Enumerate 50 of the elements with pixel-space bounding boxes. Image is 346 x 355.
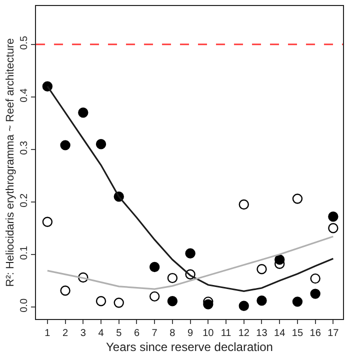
line-series xyxy=(46,236,334,290)
x-tick-label: 9 xyxy=(188,328,194,340)
point xyxy=(256,296,267,306)
x-tick-label: 2 xyxy=(62,328,69,340)
x-tick-label: 11 xyxy=(220,328,232,340)
y-tick-label: 0.4 xyxy=(18,88,30,102)
point xyxy=(42,216,53,227)
point xyxy=(96,139,106,150)
point xyxy=(256,264,267,274)
y-tick-label: 0.0 xyxy=(18,298,30,312)
point xyxy=(60,286,70,296)
y-tick-label: 0.1 xyxy=(18,246,30,260)
point xyxy=(292,296,303,307)
x-tick-label: 15 xyxy=(292,328,304,340)
point xyxy=(149,262,160,272)
point xyxy=(60,140,70,150)
y-tick-label: 0.2 xyxy=(18,193,30,208)
point xyxy=(78,272,88,283)
point xyxy=(78,108,88,118)
y-tick-label: 0.3 xyxy=(18,140,30,155)
y-axis-title: R²: Heliocidaris erythrogramma ~ Reef architecture xyxy=(4,38,17,287)
point xyxy=(114,298,124,308)
y-tick-label: 0.5 xyxy=(18,35,30,50)
point xyxy=(149,291,160,302)
point xyxy=(238,300,249,311)
point xyxy=(167,296,178,306)
x-tick-label: 7 xyxy=(152,328,158,340)
x-tick-label: 13 xyxy=(256,328,268,340)
x-tick-label: 8 xyxy=(170,328,176,340)
point xyxy=(328,223,338,234)
point xyxy=(328,211,338,222)
point xyxy=(96,296,106,306)
x-tick-label: 6 xyxy=(134,328,140,340)
x-tick-label: 1 xyxy=(44,328,51,340)
x-tick-label: 12 xyxy=(238,328,250,340)
point xyxy=(310,288,320,299)
x-tick-label: 3 xyxy=(80,328,86,340)
point xyxy=(238,199,249,210)
x-tick-label: 17 xyxy=(328,328,340,340)
point xyxy=(310,273,320,284)
x-tick-label: 5 xyxy=(116,328,122,340)
point xyxy=(292,194,303,204)
x-tick-label: 10 xyxy=(202,328,214,340)
x-tick-label: 16 xyxy=(310,328,322,340)
x-tick-label: 4 xyxy=(98,328,104,340)
point xyxy=(167,272,178,284)
point xyxy=(185,269,196,280)
point xyxy=(185,248,196,258)
x-tick-label: 14 xyxy=(274,328,286,340)
x-axis-title: Years since reserve declaration xyxy=(106,340,273,354)
